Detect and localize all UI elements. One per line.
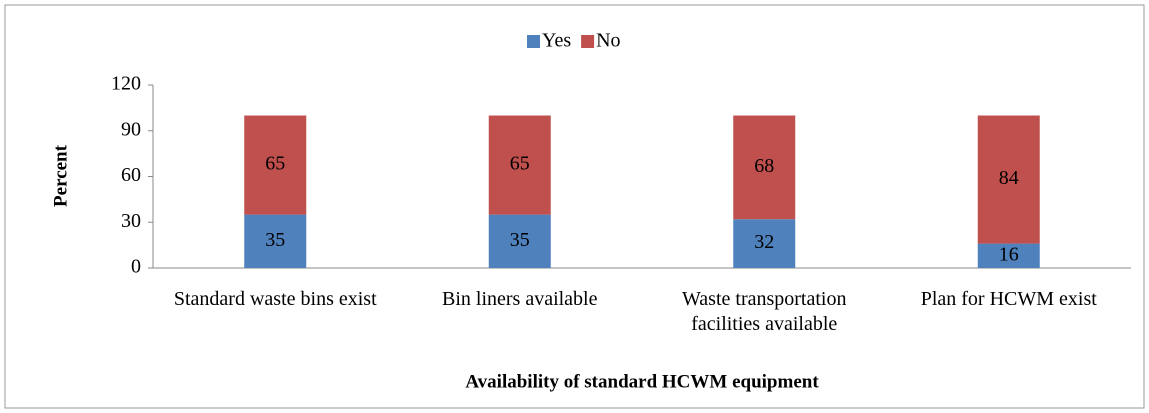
chart-border bbox=[4, 4, 1145, 409]
x-axis-title: Availability of standard HCWM equipment bbox=[465, 371, 819, 392]
bar-segment bbox=[733, 115, 796, 220]
x-tick-label: Bin liners available bbox=[442, 288, 598, 310]
y-tick-label: 0 bbox=[131, 256, 141, 278]
x-tick-label: Plan for HCWM exist bbox=[921, 288, 1098, 310]
bar-segment bbox=[977, 243, 1040, 268]
data-label: 32 bbox=[754, 231, 774, 253]
bar-segment bbox=[977, 115, 1040, 244]
y-tick-label: 30 bbox=[121, 210, 141, 232]
legend-label: Yes bbox=[542, 30, 571, 52]
legend-label: No bbox=[596, 30, 620, 52]
data-label: 35 bbox=[265, 229, 285, 251]
bar-segment bbox=[488, 214, 551, 268]
y-tick-label: 90 bbox=[121, 118, 141, 140]
bar-segment bbox=[244, 115, 307, 215]
data-label: 65 bbox=[265, 153, 285, 175]
x-tick-label: Standard waste bins exist bbox=[174, 288, 377, 310]
data-label: 35 bbox=[510, 229, 530, 251]
y-axis-title: Percent bbox=[50, 144, 71, 207]
data-label: 84 bbox=[999, 167, 1019, 189]
bar-segment bbox=[488, 115, 551, 215]
legend-swatch bbox=[581, 35, 595, 48]
data-label: 65 bbox=[510, 153, 530, 175]
legend-swatch bbox=[527, 35, 540, 48]
y-tick-label: 120 bbox=[111, 73, 141, 95]
data-label: 16 bbox=[999, 243, 1019, 265]
data-label: 68 bbox=[754, 155, 774, 177]
bar-segment bbox=[244, 214, 307, 268]
x-tick-label: Waste transportation facilities available bbox=[682, 288, 846, 335]
y-tick-label: 60 bbox=[121, 164, 141, 186]
bar-segment bbox=[733, 219, 796, 268]
